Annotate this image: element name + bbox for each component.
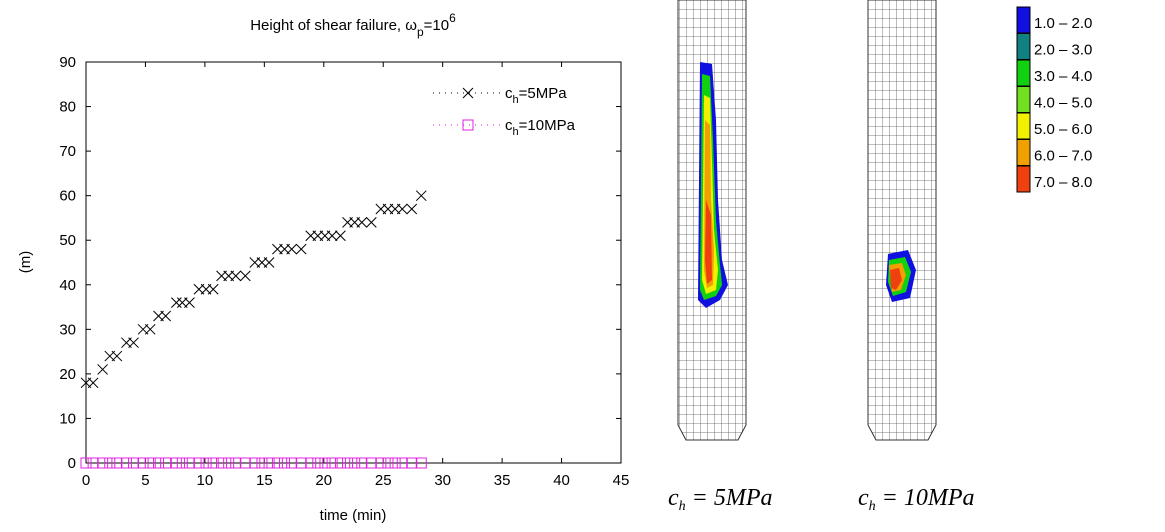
color-swatch	[1017, 7, 1030, 33]
y-tick-label: 60	[59, 188, 76, 205]
x-marker	[112, 351, 122, 361]
x-tick-label: 45	[613, 472, 630, 489]
x-marker	[366, 217, 376, 227]
y-tick-label: 50	[59, 232, 76, 249]
color-label: 2.0 – 3.0	[1034, 42, 1092, 59]
y-tick-label: 10	[59, 410, 76, 427]
y-tick-label: 40	[59, 277, 76, 294]
y-tick-label: 70	[59, 143, 76, 160]
mesh-label-rest: = 5MPa	[686, 485, 773, 511]
mesh-label-c: c	[668, 485, 679, 511]
mesh-5mpa	[678, 0, 746, 440]
x-marker	[184, 298, 194, 308]
color-label: 3.0 – 4.0	[1034, 68, 1092, 85]
x-marker	[407, 204, 417, 214]
x-marker	[208, 284, 218, 294]
x-marker	[240, 271, 250, 281]
x-marker	[296, 244, 306, 254]
y-axis-label: (m)	[17, 251, 34, 274]
x-marker	[129, 338, 139, 348]
title-sup: 6	[449, 11, 456, 25]
mesh-label-rest: = 10MPa	[876, 485, 975, 511]
x-marker	[161, 311, 171, 321]
chart-title: Height of shear failure, ωp=106	[250, 11, 456, 39]
legend-label: ch=10MPa	[505, 117, 576, 138]
x-marker	[416, 191, 426, 201]
color-swatch	[1017, 140, 1030, 166]
x-tick-label: 25	[375, 472, 392, 489]
title-text: Height of shear failure, ω	[250, 17, 417, 34]
legend-rest: =5MPa	[519, 85, 568, 102]
x-marker	[463, 88, 473, 98]
legend-rest: =10MPa	[519, 117, 576, 134]
x-marker	[145, 324, 155, 334]
color-swatch	[1017, 113, 1030, 139]
x-marker	[98, 364, 108, 374]
x-axis-label: time (min)	[320, 507, 387, 524]
color-swatch	[1017, 60, 1030, 86]
color-swatch	[1017, 87, 1030, 113]
mesh-label-sub: h	[679, 499, 686, 514]
x-tick-label: 10	[197, 472, 214, 489]
mesh-10mpa	[868, 0, 936, 440]
x-tick-label: 5	[141, 472, 149, 489]
mesh-label-c: c	[858, 485, 869, 511]
mesh-label-sub: h	[869, 499, 876, 514]
x-tick-label: 30	[434, 472, 451, 489]
color-swatch	[1017, 34, 1030, 60]
y-tick-label: 20	[59, 366, 76, 383]
y-tick-label: 90	[59, 54, 76, 71]
color-swatch	[1017, 166, 1030, 192]
x-tick-label: 15	[256, 472, 273, 489]
color-label: 5.0 – 6.0	[1034, 121, 1092, 138]
x-marker	[357, 217, 367, 227]
y-tick-label: 0	[68, 455, 76, 472]
x-tick-label: 35	[494, 472, 511, 489]
x-tick-label: 20	[315, 472, 332, 489]
y-tick-label: 80	[59, 99, 76, 116]
color-label: 6.0 – 7.0	[1034, 148, 1092, 165]
mesh-label: ch = 5MPa	[668, 485, 773, 514]
square-marker	[463, 120, 473, 130]
color-label: 4.0 – 5.0	[1034, 95, 1092, 112]
x-tick-label: 40	[553, 472, 570, 489]
color-label: 1.0 – 2.0	[1034, 15, 1092, 32]
color-label: 7.0 – 8.0	[1034, 174, 1092, 191]
x-marker	[264, 258, 274, 268]
x-marker	[397, 204, 407, 214]
legend-label: ch=5MPa	[505, 85, 567, 106]
figure: Height of shear failure, ωp=106 time (mi…	[0, 0, 1165, 532]
x-marker	[287, 244, 297, 254]
x-marker	[171, 298, 181, 308]
x-marker	[231, 271, 241, 281]
mesh-label: ch = 10MPa	[858, 485, 975, 514]
y-tick-label: 30	[59, 321, 76, 338]
title-mid: =10	[424, 17, 449, 34]
x-marker	[88, 378, 98, 388]
x-marker	[327, 231, 337, 241]
x-tick-label: 0	[82, 472, 90, 489]
x-marker	[335, 231, 345, 241]
